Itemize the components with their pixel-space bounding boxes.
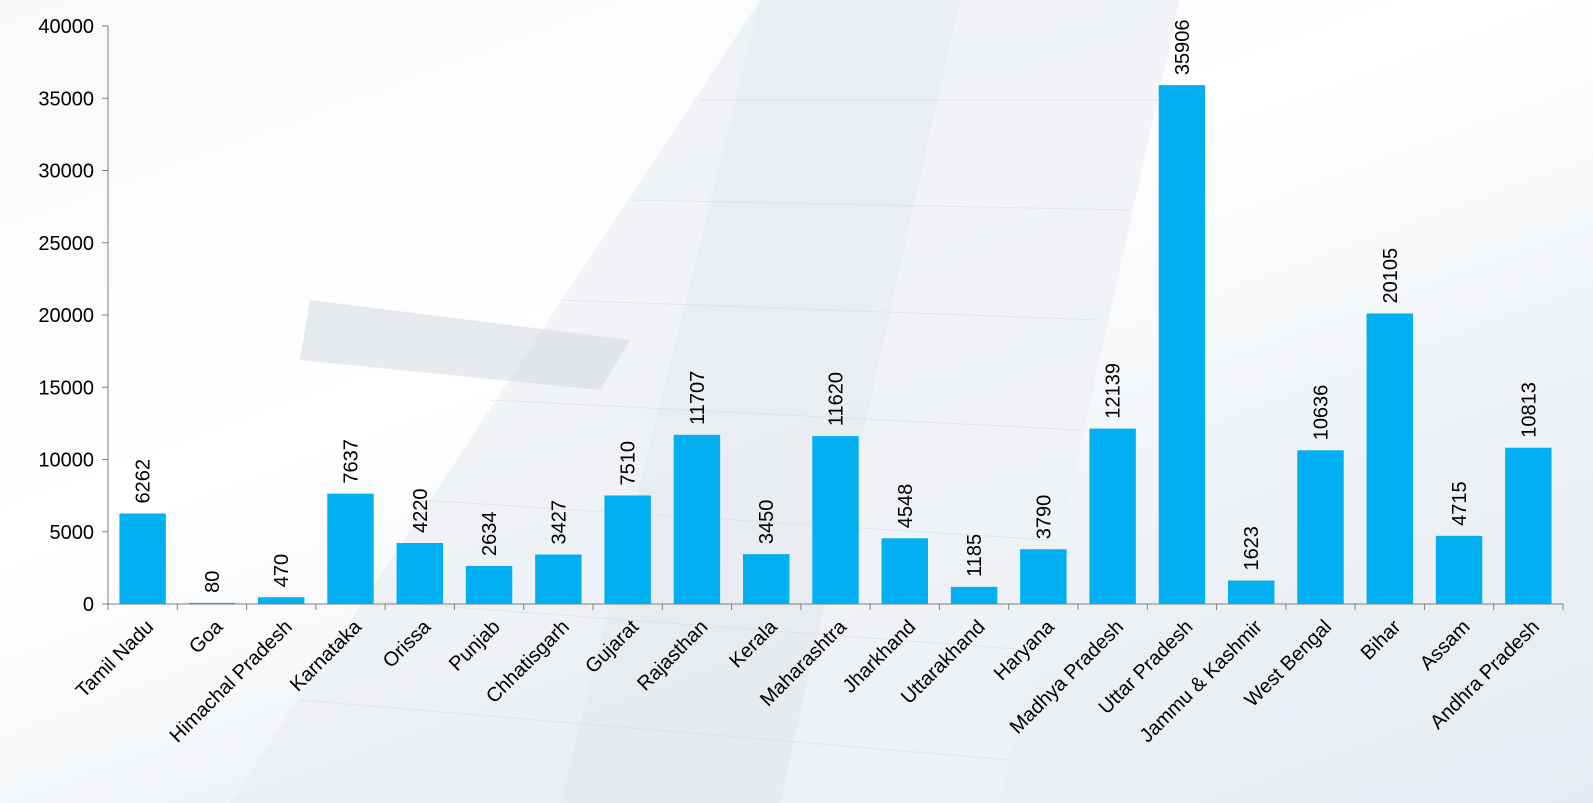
bar: [119, 513, 166, 604]
bar: [396, 543, 443, 604]
data-label: 3427: [548, 500, 570, 545]
category-label: Tamil Nadu: [72, 616, 158, 702]
bar: [258, 597, 305, 604]
bar: [950, 586, 998, 604]
category-label: Kerala: [725, 615, 782, 672]
bar: [1366, 313, 1413, 604]
category-label: Gujarat: [581, 616, 643, 678]
y-tick-label: 10000: [38, 450, 94, 472]
bar: [1158, 85, 1206, 604]
bar: [743, 554, 790, 604]
bar: [535, 554, 582, 604]
data-label: 11620: [826, 372, 848, 426]
category-label: Punjab: [445, 616, 505, 676]
data-label: 470: [271, 554, 293, 587]
category-label: Jammu & Kashmir: [1136, 616, 1267, 747]
data-label: 4715: [1449, 481, 1471, 526]
x-axis: [107, 603, 1564, 610]
bar: [881, 538, 928, 604]
category-label: Haryana: [990, 615, 1060, 685]
data-label: 35906: [1172, 20, 1194, 76]
y-tick-label: 25000: [38, 233, 94, 255]
data-label: 10813: [1518, 382, 1540, 438]
category-label: Rajasthan: [633, 616, 712, 695]
data-label: 80: [202, 571, 224, 593]
bar: [465, 565, 513, 604]
bar: [812, 436, 859, 604]
data-label: 20105: [1380, 248, 1402, 304]
data-label: 3790: [1033, 495, 1055, 540]
data-label: 7510: [618, 441, 640, 486]
bar: [188, 602, 236, 604]
data-label: 12139: [1103, 363, 1125, 419]
y-tick-label: 15000: [38, 377, 94, 399]
data-label: 6262: [133, 459, 155, 504]
bar: [1020, 549, 1067, 604]
data-label: 4548: [895, 484, 917, 529]
data-label: 1185: [964, 534, 986, 577]
value-labels-group: 6262 80 470 7637 4220 2634 3427 7510 11707 3450 11…: [133, 20, 1541, 593]
category-label: Himachal Pradesh: [166, 616, 297, 747]
category-label: Goa: [185, 615, 228, 658]
data-label: 7637: [341, 439, 363, 484]
bar: [673, 434, 721, 604]
data-label: 2634: [479, 511, 501, 555]
data-label: 1623: [1241, 526, 1263, 571]
y-tick-label: 30000: [38, 161, 94, 183]
y-tick-label: 0: [83, 594, 94, 616]
y-tick-label: 35000: [38, 88, 94, 110]
bar: [1435, 535, 1483, 604]
bar: [327, 493, 374, 604]
data-label: 11707: [687, 371, 709, 425]
y-tick-label: 20000: [38, 305, 94, 327]
bar: [1297, 450, 1344, 604]
bar: [1228, 580, 1275, 604]
y-tick-label: 40000: [38, 16, 94, 38]
category-label: Assam: [1416, 616, 1475, 675]
data-label: 4220: [410, 489, 432, 534]
category-label: Bihar: [1357, 616, 1406, 665]
y-axis: 0 5000 10000 15000 20000 25000 30000 35000 40000: [38, 16, 109, 616]
data-label: 3450: [756, 500, 778, 545]
bar: [604, 495, 651, 604]
y-tick-label: 5000: [50, 522, 95, 544]
category-label: Karnataka: [286, 615, 367, 696]
bar: [1089, 428, 1136, 604]
data-label: 10636: [1311, 385, 1333, 441]
category-label: Orissa: [379, 615, 436, 672]
bars-group: [119, 85, 1552, 604]
bar: [1505, 447, 1552, 604]
